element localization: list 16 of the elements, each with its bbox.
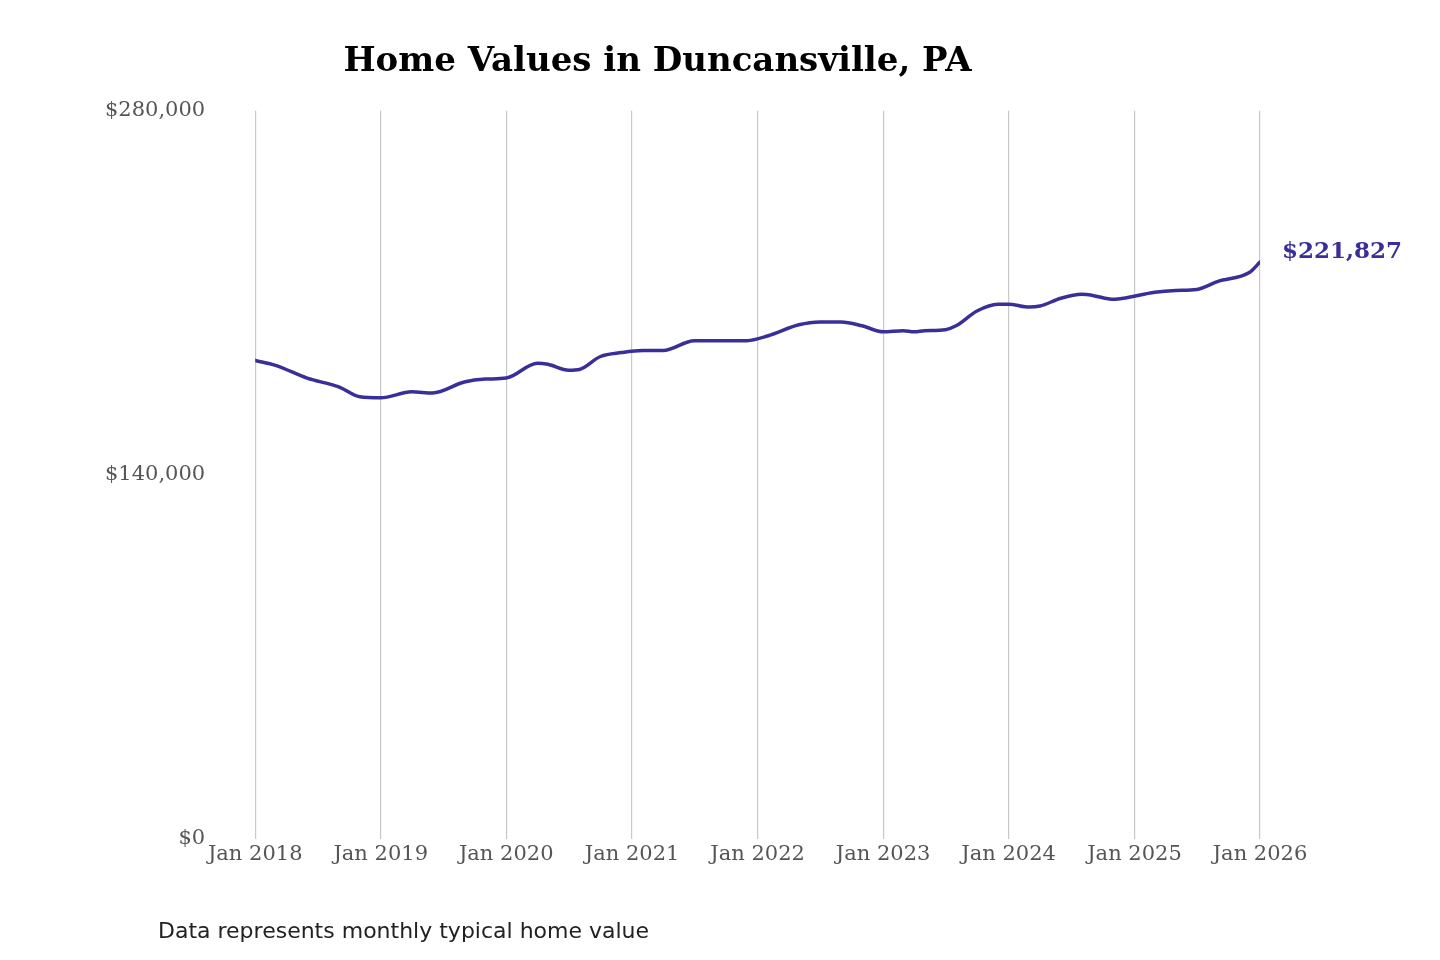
data-label: $221,827 — [1282, 236, 1403, 264]
x-tick-label: Jan 2024 — [959, 840, 1056, 865]
x-tick-label: Jan 2020 — [456, 840, 554, 865]
x-tick-label: Jan 2022 — [708, 840, 805, 865]
y-tick-label: $140,000 — [105, 461, 206, 486]
x-tick-label: Jan 2021 — [582, 840, 680, 865]
y-tick-label: $280,000 — [105, 97, 206, 122]
x-tick-label: Jan 2023 — [833, 840, 931, 865]
line-series — [255, 260, 1260, 400]
x-tick-label: Jan 2019 — [331, 840, 429, 865]
x-tick-label: Jan 2026 — [1210, 840, 1308, 865]
x-tick-label: Jan 2025 — [1085, 840, 1182, 865]
chart-title: Home Values in Duncansville, PA — [343, 39, 973, 80]
y-tick-label: $0 — [178, 825, 206, 850]
x-tick-label: Jan 2018 — [205, 840, 303, 865]
text: Data represents monthly typical home value — [158, 918, 650, 943]
